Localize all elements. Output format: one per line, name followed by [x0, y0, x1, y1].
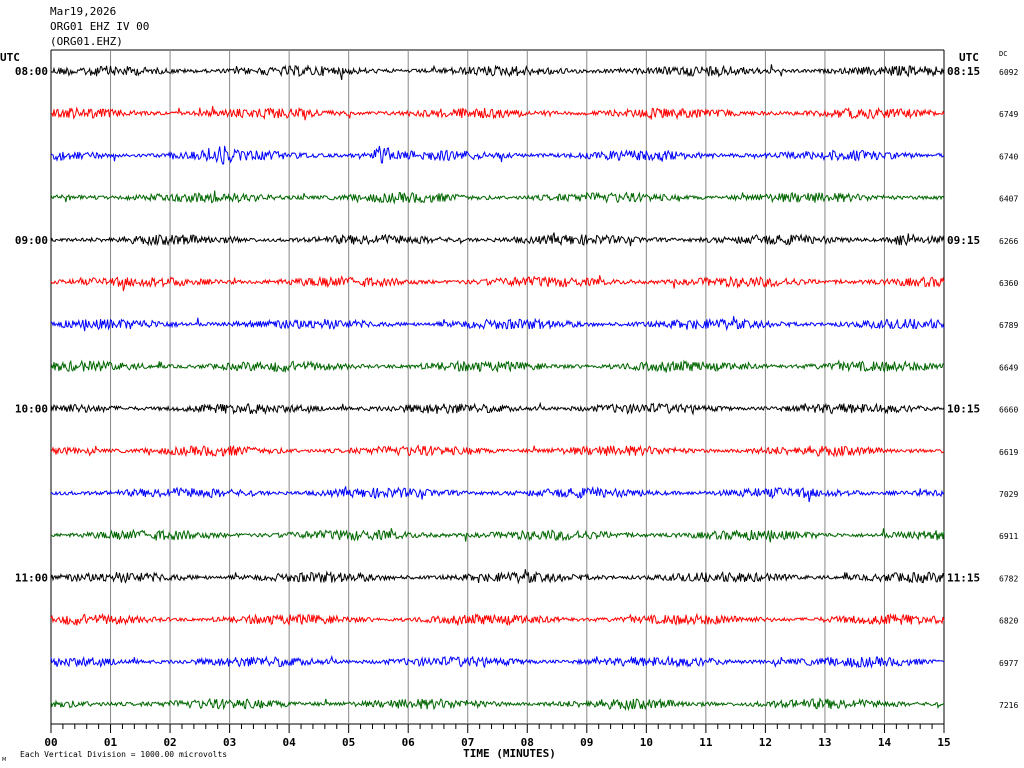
- row-time-right: 09:15: [947, 234, 980, 247]
- scale-note: Each Vertical Division = 1000.00 microvo…: [20, 750, 227, 759]
- row-time-right: 11:15: [947, 571, 980, 584]
- x-tick-label: 00: [44, 736, 57, 749]
- row-dc-value: 6977: [999, 659, 1018, 668]
- x-tick-label: 15: [937, 736, 950, 749]
- row-dc-value: 6266: [999, 237, 1018, 246]
- row-dc-value: 6092: [999, 68, 1018, 77]
- trace-row-5: [50, 275, 945, 292]
- x-tick-label: 09: [580, 736, 593, 749]
- x-tick-label: 02: [163, 736, 176, 749]
- trace-row-11: [50, 528, 945, 543]
- trace-row-8: [50, 401, 945, 416]
- x-tick-label: 04: [283, 736, 297, 749]
- x-tick-label: 03: [223, 736, 236, 749]
- x-tick-label: 01: [104, 736, 118, 749]
- row-dc-value: 6789: [999, 321, 1018, 330]
- row-dc-value: 6749: [999, 110, 1018, 119]
- trace-row-9: [50, 444, 945, 458]
- x-tick-label: 05: [342, 736, 355, 749]
- dc-header: DC: [999, 50, 1007, 58]
- row-dc-value: 7029: [999, 490, 1018, 499]
- trace-row-12: [50, 569, 945, 585]
- row-dc-value: 6911: [999, 532, 1018, 541]
- row-dc-value: 6360: [999, 279, 1018, 288]
- row-time-right: 10:15: [947, 403, 980, 416]
- utc-left-label: UTC: [0, 51, 20, 64]
- trace-row-13: [50, 612, 945, 627]
- x-tick-label: 14: [878, 736, 892, 749]
- row-time-left: 09:00: [15, 234, 48, 247]
- trace-row-0: [50, 64, 945, 81]
- utc-right-label: UTC: [959, 51, 979, 64]
- x-tick-label: 13: [818, 736, 831, 749]
- trace-row-10: [50, 485, 945, 503]
- channel-label: (ORG01.EHZ): [50, 35, 123, 48]
- x-tick-label: 06: [402, 736, 416, 749]
- row-dc-value: 6820: [999, 617, 1018, 626]
- row-dc-value: 6782: [999, 574, 1018, 583]
- trace-row-6: [50, 316, 945, 332]
- trace-row-14: [50, 654, 945, 669]
- trace-row-3: [50, 190, 945, 205]
- row-dc-value: 6649: [999, 363, 1018, 372]
- row-dc-value: 6660: [999, 406, 1018, 415]
- station-label: ORG01 EHZ IV 00: [50, 20, 150, 33]
- trace-row-2: [50, 145, 945, 165]
- row-time-left: 10:00: [15, 403, 48, 416]
- date-label: Mar19,2026: [50, 5, 117, 18]
- trace-row-15: [50, 697, 945, 711]
- footer-mark: M: [2, 757, 6, 763]
- x-tick-label: 10: [640, 736, 653, 749]
- x-tick-label: 11: [699, 736, 713, 749]
- x-tick-label: 12: [759, 736, 772, 749]
- row-dc-value: 6407: [999, 195, 1018, 204]
- trace-row-1: [50, 105, 945, 121]
- row-time-right: 08:15: [947, 65, 980, 78]
- x-tick-label: 08: [521, 736, 534, 749]
- x-axis-title: TIME (MINUTES): [463, 747, 556, 760]
- trace-row-7: [50, 359, 945, 373]
- row-dc-value: 6619: [999, 448, 1018, 457]
- x-tick-label: 07: [461, 736, 474, 749]
- row-time-left: 11:00: [15, 571, 48, 584]
- trace-row-4: [50, 232, 945, 247]
- row-dc-value: 7216: [999, 701, 1018, 710]
- row-time-left: 08:00: [15, 65, 48, 78]
- row-dc-value: 6740: [999, 152, 1018, 161]
